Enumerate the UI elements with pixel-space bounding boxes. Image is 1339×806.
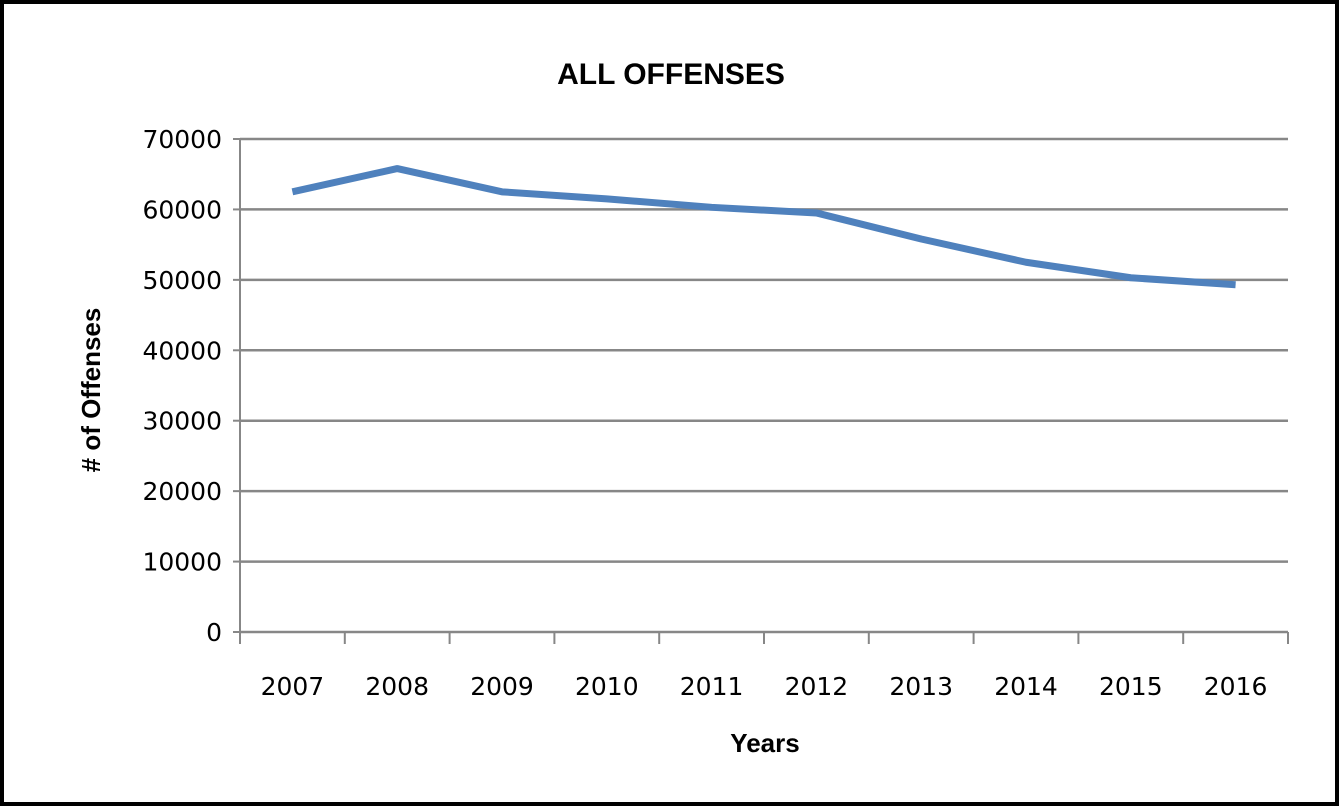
y-tick-labels: 0 10000 20000 30000 40000 50000 60000 70000 xyxy=(142,125,222,647)
gridlines xyxy=(240,137,1288,563)
y-tick-label: 40000 xyxy=(142,336,222,365)
y-tick-label: 10000 xyxy=(142,548,222,577)
x-tick-label: 2013 xyxy=(889,672,953,701)
y-tick-label: 0 xyxy=(206,618,222,647)
series-line xyxy=(291,165,1236,289)
y-tick-label: 50000 xyxy=(142,266,222,295)
x-tick-label: 2010 xyxy=(575,672,639,701)
y-axis-title: # of Offenses xyxy=(76,308,106,473)
line-chart: ALL OFFENSES 0 10000 20000 30000 40000 50000 6… xyxy=(76,58,1289,758)
x-tick-label: 2014 xyxy=(994,672,1058,701)
x-tick-labels: 2007 2008 2009 2010 2011 2012 2013 2014 2015 2016 xyxy=(261,672,1268,701)
y-tick-label: 60000 xyxy=(142,195,222,224)
x-tick-label: 2012 xyxy=(785,672,849,701)
y-tick-label: 30000 xyxy=(142,407,222,436)
x-tick-label: 2011 xyxy=(680,672,744,701)
y-tick-label: 70000 xyxy=(142,125,222,154)
x-tick-label: 2016 xyxy=(1204,672,1268,701)
x-tick-label: 2015 xyxy=(1099,672,1163,701)
x-axis-title: Years xyxy=(730,728,799,758)
series-layer xyxy=(291,165,1236,289)
x-tick-label: 2008 xyxy=(365,672,429,701)
x-tick-label: 2009 xyxy=(470,672,534,701)
axes xyxy=(233,138,1289,644)
x-tick-label: 2007 xyxy=(261,672,325,701)
chart-title: ALL OFFENSES xyxy=(557,58,785,91)
y-tick-label: 20000 xyxy=(142,477,222,506)
